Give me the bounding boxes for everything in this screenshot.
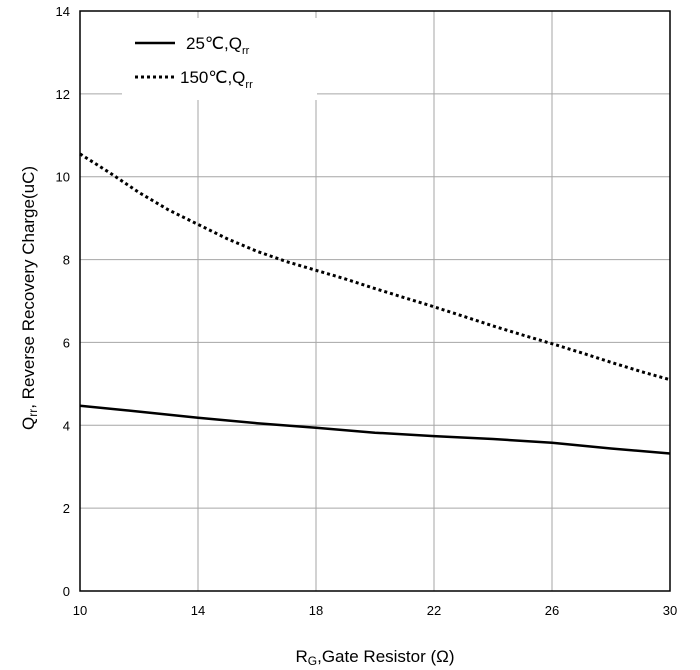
- x-tick-label: 18: [309, 603, 323, 618]
- legend-label-150c: 150℃,Qrr: [180, 68, 253, 91]
- series-150c-line: [79, 152, 671, 382]
- y-tick-label: 6: [63, 335, 70, 350]
- x-tick-label: 10: [73, 603, 87, 618]
- y-tick-label: 2: [63, 501, 70, 516]
- y-tick-labels: 0 2 4 6 8 10 12 14: [56, 4, 70, 599]
- y-tick-label: 8: [63, 253, 70, 268]
- y-tick-label: 12: [56, 87, 70, 102]
- x-tick-label: 14: [191, 603, 205, 618]
- series-layer: [79, 152, 671, 455]
- y-axis-title: Qrr, Reverse Recovery Charge(uC): [19, 166, 40, 430]
- x-tick-label: 26: [545, 603, 559, 618]
- legend: 25℃,Qrr 150℃,Qrr: [122, 18, 317, 100]
- plot-frame: [79, 10, 671, 592]
- y-tick-label: 4: [63, 418, 70, 433]
- series-25c-line: [79, 404, 671, 455]
- x-tick-label: 22: [427, 603, 441, 618]
- x-tick-labels: 10 14 18 22 26 30: [73, 603, 677, 618]
- y-tick-label: 14: [56, 4, 70, 19]
- grid: [80, 11, 670, 591]
- y-tick-label: 0: [63, 584, 70, 599]
- x-tick-label: 30: [663, 603, 677, 618]
- x-axis-title: RG,Gate Resistor (Ω): [295, 647, 454, 668]
- legend-label-25c: 25℃,Qrr: [186, 34, 250, 57]
- legend-box: [122, 18, 317, 100]
- y-tick-label: 10: [56, 170, 70, 185]
